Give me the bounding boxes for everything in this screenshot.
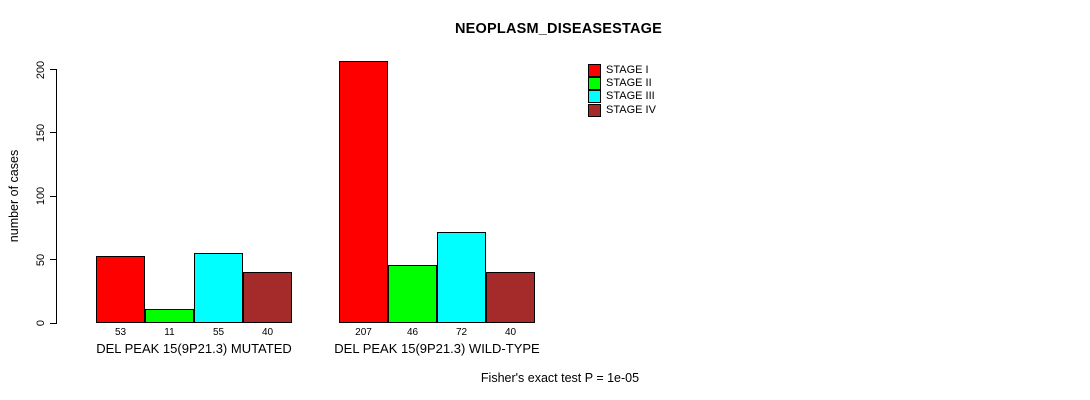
bar-value-label: 53 [114, 327, 127, 338]
legend-entry: STAGE III [588, 90, 656, 104]
y-axis-tick-label: 0 [35, 319, 47, 327]
annotation-text: Fisher's exact test P = 1e-05 [480, 371, 640, 385]
legend-label: STAGE IV [606, 103, 656, 116]
group-label: DEL PEAK 15(9P21.3) WILD-TYPE [334, 341, 540, 356]
legend-swatch-icon [588, 90, 601, 104]
y-axis-tick-label: 50 [35, 253, 47, 266]
chart-title: NEOPLASM_DISEASESTAGE [455, 21, 662, 37]
bar-stage-i [96, 256, 145, 323]
legend-entry: STAGE IV [588, 103, 656, 117]
bar-value-label: 207 [355, 327, 372, 338]
y-axis-label: number of cases [7, 149, 21, 243]
y-axis-tick [50, 259, 57, 261]
legend-swatch-icon [588, 64, 601, 78]
y-axis-tick [50, 322, 57, 324]
y-axis-tick [50, 69, 57, 70]
legend: STAGE I STAGE II STAGE III STAGE IV [588, 64, 656, 117]
y-axis-tick [50, 132, 57, 134]
bar-stage-ii [145, 309, 194, 323]
legend-swatch-icon [588, 77, 601, 91]
bar-value-label: 11 [164, 327, 175, 338]
bar-value-label: 46 [406, 327, 419, 338]
bar-stage-iv [486, 272, 535, 323]
legend-label: STAGE III [606, 90, 655, 103]
bar-stage-i [339, 61, 388, 323]
bar-value-label: 40 [504, 327, 517, 338]
y-axis-tick-label: 150 [35, 123, 47, 143]
y-axis-tick-label: 100 [35, 187, 47, 206]
legend-label: STAGE I [606, 64, 649, 77]
y-axis-tick [50, 195, 57, 197]
legend-label: STAGE II [606, 77, 652, 90]
bar-stage-ii [388, 265, 437, 323]
group-label: DEL PEAK 15(9P21.3) MUTATED [96, 341, 292, 356]
bar-stage-iii [437, 232, 486, 323]
bar-value-label: 55 [212, 327, 225, 338]
bar-stage-iii [194, 253, 243, 323]
bar-value-label: 40 [261, 327, 274, 338]
legend-entry: STAGE II [588, 77, 656, 91]
y-axis-tick-label: 200 [35, 60, 47, 79]
legend-entry: STAGE I [588, 64, 656, 78]
bar-stage-iv [243, 272, 292, 323]
legend-swatch-icon [588, 103, 601, 117]
bar-value-label: 72 [455, 327, 468, 338]
